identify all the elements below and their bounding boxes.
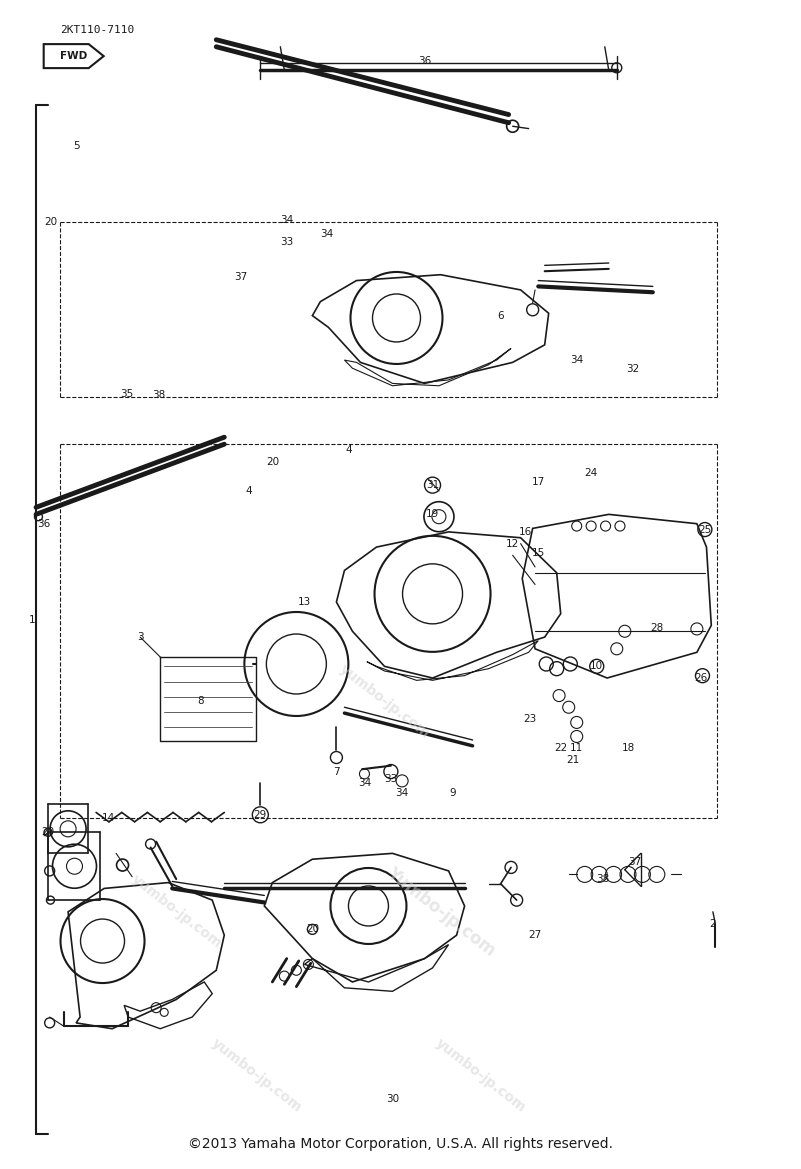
Text: 4: 4 — [245, 486, 252, 496]
Text: 25: 25 — [698, 525, 711, 534]
Text: 31: 31 — [426, 480, 439, 490]
Text: yumbo-jp.com: yumbo-jp.com — [433, 1036, 529, 1115]
Text: 20: 20 — [44, 217, 57, 227]
Text: 19: 19 — [426, 510, 439, 519]
Text: 8: 8 — [197, 697, 203, 706]
Text: 3: 3 — [137, 632, 143, 642]
Text: 10: 10 — [590, 662, 603, 671]
Text: 23: 23 — [524, 714, 537, 724]
Text: yumbo-jp.com: yumbo-jp.com — [336, 662, 433, 741]
Text: 20: 20 — [266, 457, 279, 466]
Text: 21: 21 — [566, 755, 579, 765]
Text: 4: 4 — [345, 445, 352, 455]
Text: 22: 22 — [554, 743, 567, 753]
Text: 1: 1 — [29, 615, 35, 624]
Text: 11: 11 — [570, 743, 583, 753]
Text: ©2013 Yamaha Motor Corporation, U.S.A. All rights reserved.: ©2013 Yamaha Motor Corporation, U.S.A. A… — [188, 1137, 613, 1151]
Text: 32: 32 — [626, 365, 639, 374]
Text: 15: 15 — [532, 548, 545, 558]
Text: 37: 37 — [234, 272, 247, 282]
Text: 9: 9 — [449, 788, 456, 797]
Text: 36: 36 — [418, 56, 431, 65]
Text: 24: 24 — [585, 469, 598, 478]
Text: 36: 36 — [38, 519, 50, 528]
Text: FWD: FWD — [60, 51, 87, 61]
Text: 6: 6 — [497, 311, 504, 320]
Text: 26: 26 — [694, 673, 707, 683]
Text: 30: 30 — [386, 1094, 399, 1104]
Text: 7: 7 — [333, 767, 340, 776]
Text: 34: 34 — [570, 355, 583, 365]
Text: 38: 38 — [596, 874, 609, 884]
Text: 20: 20 — [42, 828, 54, 837]
Text: 16: 16 — [519, 527, 532, 537]
Text: 38: 38 — [152, 390, 165, 400]
Text: 34: 34 — [358, 779, 371, 788]
Text: 33: 33 — [384, 774, 397, 783]
Text: 18: 18 — [622, 743, 635, 753]
Text: Yumbo-jp.com: Yumbo-jp.com — [383, 864, 498, 960]
Text: yumbo-jp.com: yumbo-jp.com — [208, 1036, 304, 1115]
Text: 28: 28 — [650, 623, 663, 632]
Text: 12: 12 — [506, 539, 519, 548]
Text: 34: 34 — [280, 215, 293, 224]
Text: 29: 29 — [254, 810, 267, 819]
Text: 2: 2 — [710, 919, 716, 928]
Text: 27: 27 — [529, 931, 541, 940]
Text: 13: 13 — [298, 597, 311, 607]
Text: 20: 20 — [306, 925, 319, 934]
Text: 14: 14 — [102, 814, 115, 823]
Text: 2KT110-7110: 2KT110-7110 — [60, 26, 135, 35]
Text: 37: 37 — [629, 857, 642, 866]
Text: 33: 33 — [280, 237, 293, 247]
Text: yumbo-jp.com: yumbo-jp.com — [128, 872, 224, 952]
Text: 34: 34 — [320, 229, 333, 238]
Text: 34: 34 — [396, 788, 409, 797]
Text: 5: 5 — [73, 141, 79, 151]
Text: 35: 35 — [120, 389, 133, 399]
Text: 17: 17 — [532, 477, 545, 486]
